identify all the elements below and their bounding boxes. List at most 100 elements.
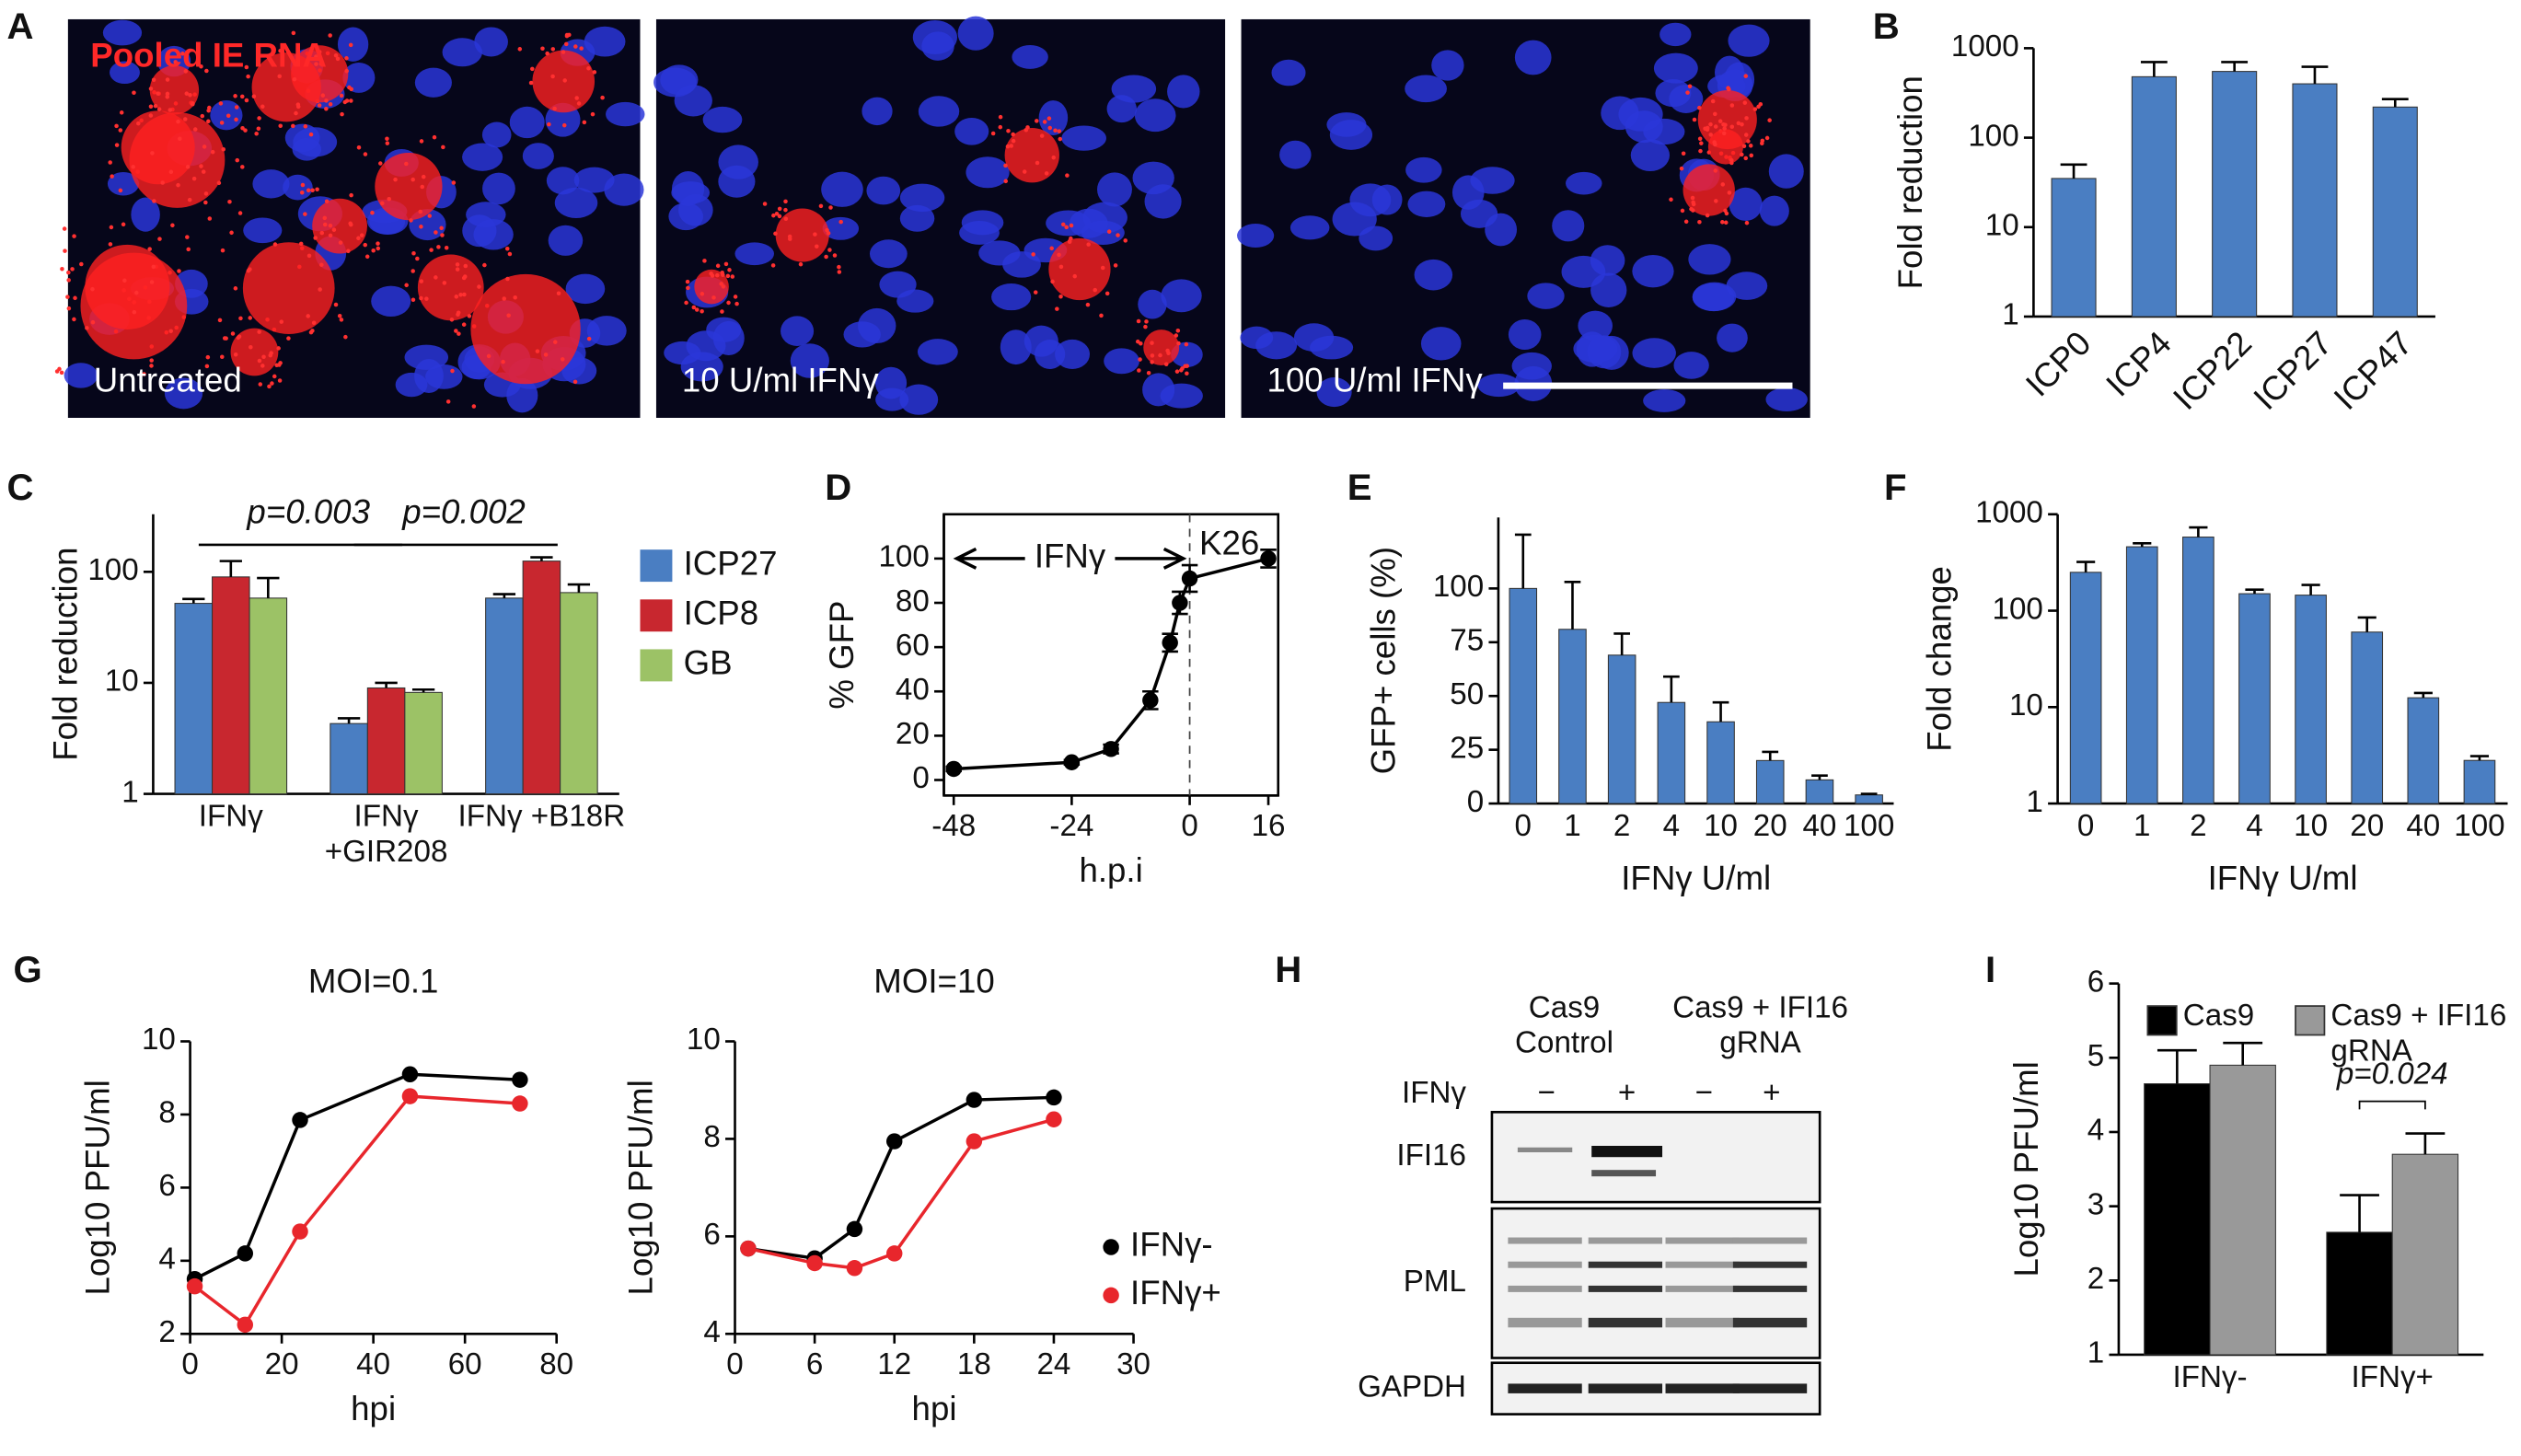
rna-dot [168,108,173,112]
rna-dot [1006,128,1011,133]
rna-dot [187,197,192,202]
rna-dot [1697,105,1702,110]
nucleus [548,225,584,256]
rna-dot [1106,229,1112,234]
nucleus [404,344,449,370]
nucleus [653,67,697,98]
nucleus [1601,96,1639,131]
band [1732,1237,1808,1244]
y-tick-label: 10 [142,1023,176,1057]
y-axis-label: Log10 PFU/ml [78,1080,116,1295]
rna-dot [324,98,329,103]
error-bar [1613,632,1631,655]
rna-dot [156,107,162,111]
y-tick-label: 8 [158,1096,175,1130]
rna-dot [160,180,165,185]
rna-dot [455,267,460,272]
bar [2407,697,2440,804]
nucleus [869,239,908,269]
x-tick-label-box: IFNγ [199,801,263,835]
rna-dot [217,318,223,323]
rna-dot [199,164,203,168]
rna-dot [815,244,819,249]
rna-dot [1047,116,1052,121]
rna-dot [543,352,549,357]
rna-dot [579,46,584,51]
error-bar [2301,584,2320,595]
rna-dot [824,254,828,260]
nucleus [283,174,313,201]
rna-dot [694,307,700,312]
x-tick-label: 100 [2454,810,2505,844]
nucleus [921,31,954,61]
rna-dot [333,53,339,58]
rna-dot [260,364,265,368]
error-bar [411,688,435,693]
y-axis-label: Log10 PFU/ml [622,1080,660,1295]
line [954,557,1269,771]
nucleus [1728,24,1770,57]
nucleus [1271,59,1306,87]
nucleus [1055,339,1091,369]
rna-dot [182,117,188,121]
x-tick-label: ICP47 [2327,324,2420,417]
nucleus [862,97,893,126]
y-tick-label: 10 [2009,688,2043,722]
rna-dot [720,309,724,314]
rna-dot [685,279,690,284]
rna-dot [411,177,415,182]
nucleus [668,202,704,231]
point [401,1066,419,1082]
band [1665,1383,1740,1393]
legend-swatch [2146,1005,2178,1036]
nucleus [1527,283,1565,309]
rna-dot [153,103,158,109]
y-tick-label: 4 [158,1242,175,1277]
nucleus [1643,118,1685,145]
nucleus [522,143,554,169]
rna-dot [185,165,191,169]
bar [485,597,524,795]
rna-dot [1065,173,1070,178]
rna-dot [363,242,367,248]
rna-dot [454,329,458,333]
rna-dot [563,41,569,47]
rna-dot [1689,206,1694,212]
rna-dot [1033,290,1038,295]
rna-dot [310,188,315,192]
x-tick-label: 2 [1613,810,1631,844]
rna-dot [1166,351,1171,356]
rna-dot [1044,171,1049,176]
rna-dot [73,295,77,301]
rna-dot [590,111,596,117]
nucleus [584,26,626,57]
y-tick-label: 100 [1968,119,2018,153]
rna-dot [411,250,416,256]
rna-dot [148,87,154,91]
rna-dot [404,161,409,167]
y-tick-label: 10 [105,664,139,699]
rna-dot [552,340,558,344]
rna-dot [118,188,123,193]
legend-swatch [2295,1005,2326,1036]
rna-dot [788,237,792,241]
rna-dot [1050,279,1055,284]
rna-dot [257,358,262,364]
rna-dot [506,313,511,318]
x-axis-label: h.p.i [1079,851,1142,889]
nucleus [64,363,98,388]
rna-dot [998,124,1003,130]
nucleus [1081,220,1125,245]
bar [2209,1064,2276,1356]
band [1508,1285,1582,1292]
rna-dot [727,268,732,272]
band [1508,1237,1582,1244]
nucleus [1431,50,1464,81]
nucleus [1673,352,1709,379]
rna-dot [1069,236,1073,241]
nucleus [899,183,945,213]
rna-dot [1163,362,1169,367]
line [747,1117,1055,1270]
nucleus [1630,139,1670,172]
rna-dot [1123,238,1128,243]
